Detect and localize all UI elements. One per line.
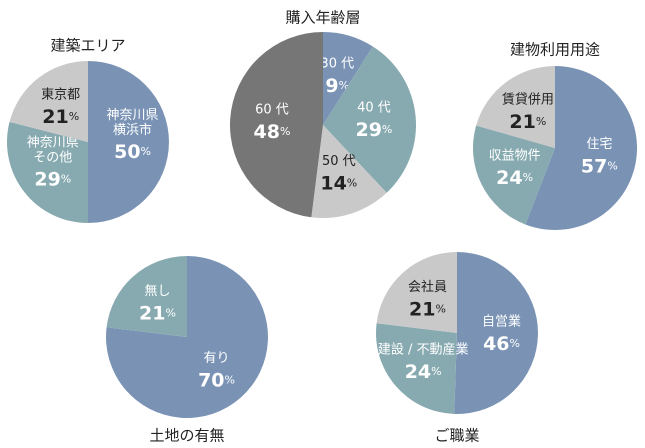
pie-slice (7, 121, 88, 223)
value-label: 9% (325, 74, 349, 96)
slice-label: 住宅 (586, 137, 612, 152)
slice-label: 会社員 (408, 279, 447, 295)
pie-slice (311, 125, 387, 218)
slice-label: 収益物件 (489, 149, 541, 164)
slice-label: 30 代 (320, 56, 354, 71)
pie-slice (88, 61, 169, 223)
value-label: 48% (253, 120, 290, 142)
value-label: 29% (34, 168, 71, 190)
value-label: 24% (496, 167, 533, 189)
slice-label: 神奈川県横浜市 (107, 108, 159, 138)
slice-label: 50 代 (322, 154, 356, 169)
slice-label: 自営業 (482, 313, 521, 329)
pie-slice (376, 252, 457, 333)
chart-title: 土地の有無 (149, 427, 224, 445)
pie-slice (525, 66, 637, 230)
pie-slice (376, 323, 457, 414)
pie-slice (106, 256, 187, 337)
slice-label: 無し (144, 284, 170, 299)
pie-slice (454, 252, 539, 415)
pie-slice (9, 61, 89, 142)
value-label: 21% (509, 111, 546, 133)
value-label: 50% (114, 141, 151, 163)
pie-slice (323, 32, 373, 125)
slice-label: 40 代 (357, 101, 391, 116)
value-label: 29% (355, 119, 392, 141)
value-label: 14% (320, 172, 357, 194)
slice-label: 賃貸併用 (502, 92, 554, 108)
chart-title: 建築エリア (50, 37, 125, 55)
pie-slice (229, 32, 323, 218)
pie-slice (473, 125, 555, 225)
pie-slice (323, 46, 416, 193)
slice-label: 東京都 (41, 86, 80, 102)
chart-title: ご職業 (434, 427, 479, 445)
value-label: 21% (139, 302, 176, 324)
value-label: 21% (42, 105, 79, 127)
chart-title: 建物利用用途 (510, 41, 600, 59)
chart-title: 購入年齢層 (285, 9, 360, 27)
value-label: 24% (405, 360, 442, 382)
value-label: 70% (198, 369, 235, 391)
value-label: 46% (483, 332, 520, 354)
value-label: 21% (409, 298, 446, 320)
slice-label: 有り (204, 351, 230, 366)
slice-label: 神奈川県その他 (27, 135, 79, 165)
slice-label: 60 代 (255, 102, 289, 117)
slice-label: 建設 / 不動産業 (378, 341, 469, 357)
value-label: 57% (581, 155, 618, 177)
pie-slice (476, 66, 555, 148)
